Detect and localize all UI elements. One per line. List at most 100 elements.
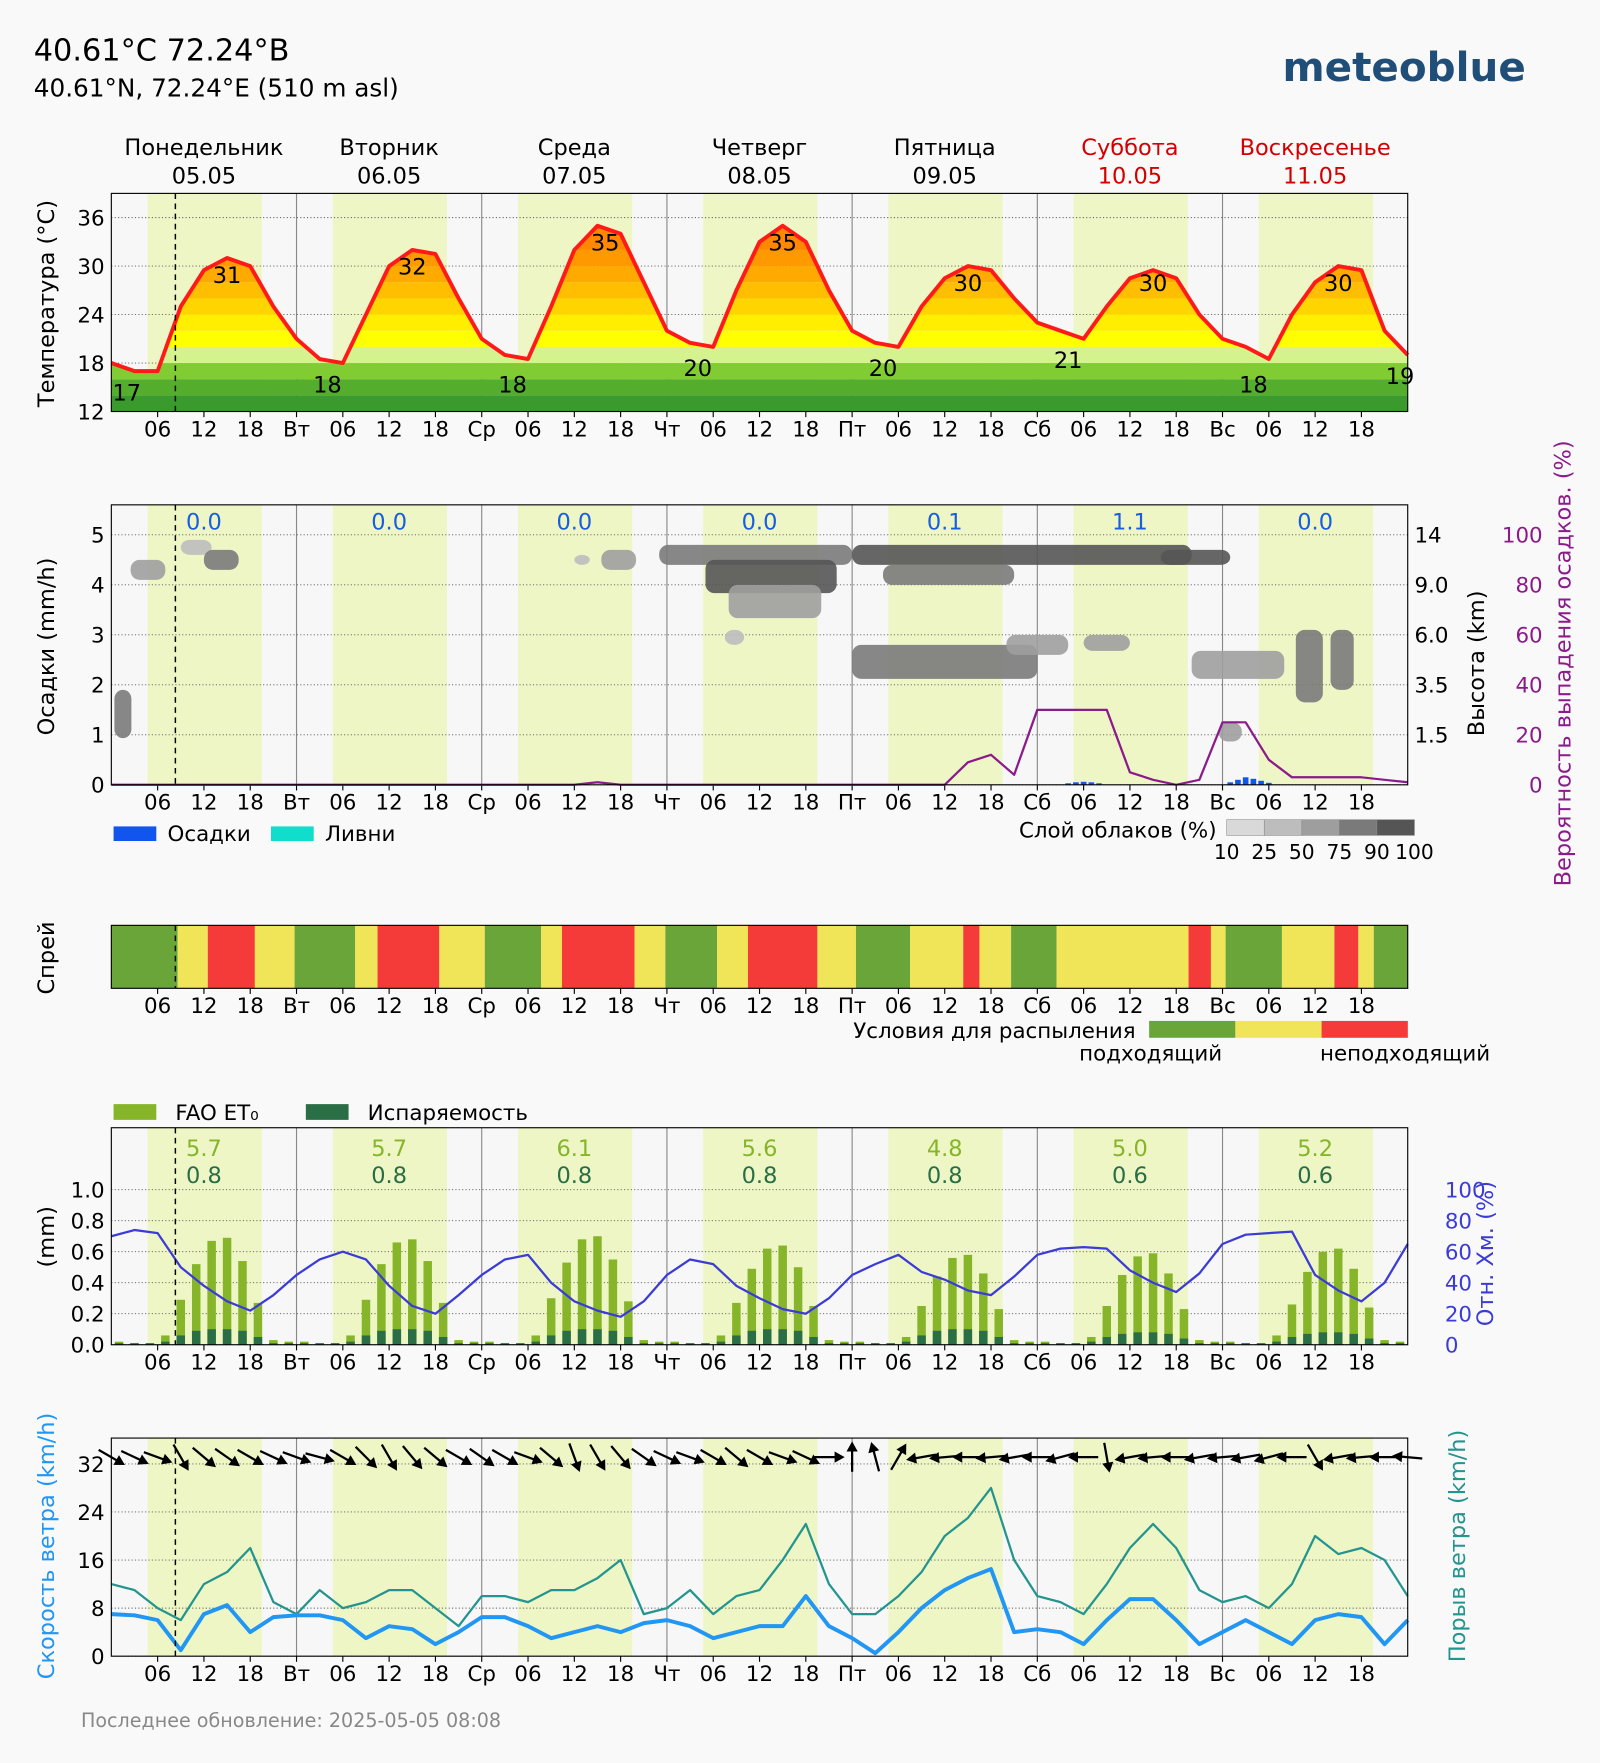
wind-arrow-head (975, 1452, 986, 1464)
x-tick-label: Пт (838, 994, 867, 1019)
spray-segment (254, 925, 295, 989)
wind-arrow (120, 1449, 149, 1465)
x-tick-label: 18 (977, 1662, 1004, 1687)
x-tick-label: Чт (653, 791, 680, 816)
x-tick-label: 18 (237, 994, 264, 1019)
x-tick-label: 06 (514, 1350, 541, 1375)
et-bar (454, 1343, 463, 1345)
et-bar (1318, 1251, 1328, 1345)
wind-arrow (1102, 1442, 1114, 1473)
x-tick-label: 12 (561, 1662, 588, 1687)
spray-segment (111, 925, 178, 989)
et-bar (917, 1335, 926, 1345)
y-tick-label: 24 (77, 303, 104, 328)
daily-total: 0.0 (1297, 510, 1333, 536)
cloud (203, 549, 239, 570)
x-tick-label: 06 (885, 994, 912, 1019)
day-date: 06.05 (357, 163, 421, 189)
wind-arrow (653, 1449, 682, 1465)
wind-arrow-head (299, 1453, 312, 1465)
et-bar (1334, 1332, 1343, 1345)
et-bar (191, 1330, 201, 1345)
et-bar (716, 1341, 726, 1345)
x-tick-label: Вс (1209, 994, 1235, 1019)
daylight-band (1258, 1438, 1373, 1657)
x-tick-label: 18 (607, 994, 634, 1019)
wind-arrow (354, 1446, 378, 1469)
y-tick-label: 5 (91, 524, 105, 549)
wind-arrow (846, 1441, 858, 1472)
min-label: 18 (1239, 372, 1268, 398)
et-bar (948, 1257, 957, 1345)
x-tick-label: 12 (746, 791, 773, 816)
wind-arrow (1021, 1451, 1052, 1463)
daily-et0: 5.7 (186, 1136, 222, 1162)
x-tick-label: 06 (1070, 1350, 1097, 1375)
x-tick-label: 12 (746, 417, 773, 442)
wind-arrow (746, 1448, 774, 1466)
et-bar (1164, 1333, 1173, 1345)
wind-arrow-head (323, 1453, 335, 1465)
et-bar (1025, 1343, 1034, 1345)
x-tick-label: 12 (931, 1350, 958, 1375)
et-bar (1056, 1343, 1065, 1345)
wind-arrow-head (1045, 1453, 1057, 1465)
wind-arrow-head (276, 1454, 288, 1465)
x-tick-label: 18 (977, 791, 1004, 816)
et-bar (207, 1240, 216, 1345)
x-tick-label: 18 (977, 417, 1004, 442)
y-tick-label: 2 (91, 674, 105, 699)
et-bar (1318, 1332, 1328, 1345)
x-tick-label: 12 (561, 791, 588, 816)
wind-arrow-head (906, 1452, 918, 1464)
y2-tick-label: 60 (1515, 624, 1542, 649)
x-tick-label: 06 (1070, 791, 1097, 816)
x-tick-label: 18 (607, 791, 634, 816)
x-tick-label: 18 (422, 417, 449, 442)
daily-et0: 5.2 (1297, 1136, 1333, 1162)
et-bar (1164, 1273, 1173, 1345)
x-tick-label: 12 (376, 1350, 403, 1375)
day-name: Воскресенье (1240, 135, 1391, 161)
wind-arrow-head (1160, 1451, 1171, 1463)
daily-total: 1.1 (1112, 510, 1148, 536)
max-label: 32 (398, 255, 427, 281)
et-bar (361, 1335, 371, 1345)
x-tick-label: 06 (885, 791, 912, 816)
x-tick-label: 06 (1255, 791, 1282, 816)
et-bar (608, 1259, 618, 1345)
spray-segment (717, 925, 748, 989)
wind-arrow-head (137, 1454, 149, 1465)
x-tick-label: 12 (931, 791, 958, 816)
et-bar (1364, 1307, 1374, 1345)
wind-arrow (814, 1451, 845, 1463)
et-bar (1040, 1343, 1050, 1345)
et-bar (716, 1335, 726, 1345)
wind-arrow (700, 1448, 727, 1466)
precip-bar (1088, 782, 1095, 785)
cloud (1083, 634, 1130, 651)
et-bar (963, 1329, 973, 1345)
x-tick-label: Вт (283, 791, 310, 816)
et-bar (269, 1340, 278, 1345)
cloud-legend-swatch (1301, 819, 1340, 836)
wind-arrow (259, 1449, 288, 1465)
daily-et0: 5.7 (371, 1136, 407, 1162)
y-tick-label: 0.0 (71, 1334, 105, 1359)
et-bar (485, 1343, 494, 1345)
et-bar (1256, 1343, 1266, 1345)
max-label: 35 (591, 230, 620, 256)
temp-band (111, 346, 1408, 364)
day-name: Вторник (339, 135, 438, 161)
wind-arrow-head (506, 1455, 519, 1466)
spray-segment (1210, 925, 1226, 989)
wind-arrow-head (715, 1455, 727, 1466)
et-bar (701, 1343, 710, 1345)
cloud (130, 559, 166, 580)
daily-total: 0.0 (556, 510, 592, 536)
cloud (1160, 549, 1231, 565)
et-bar (346, 1335, 355, 1345)
et-bar (809, 1305, 818, 1345)
et-bar (979, 1273, 988, 1345)
cloud (852, 644, 1038, 679)
